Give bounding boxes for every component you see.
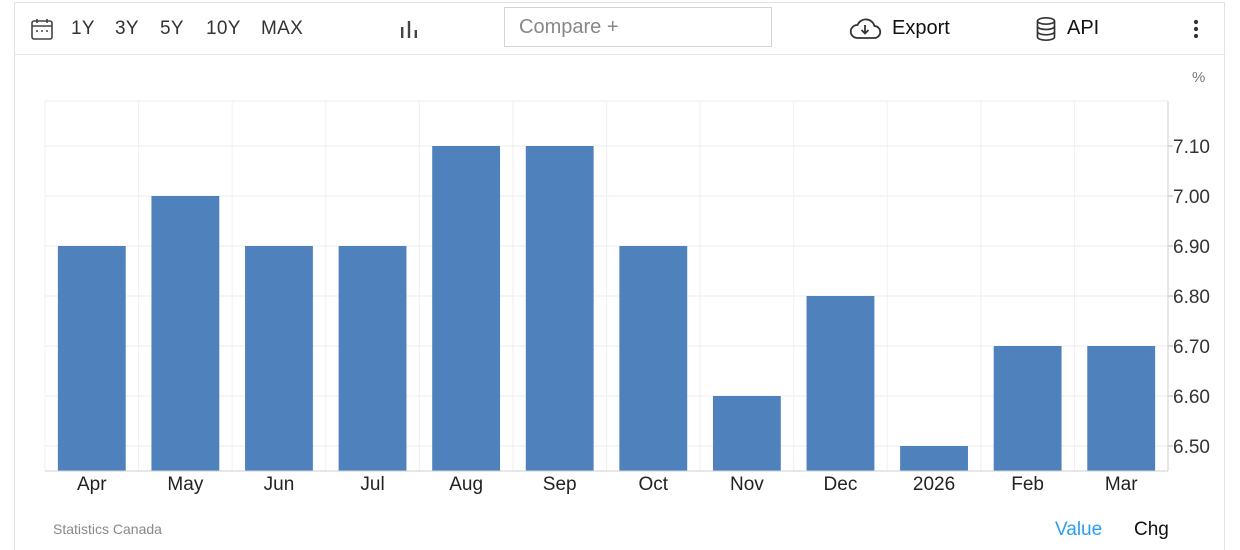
- x-tick-label: Jul: [360, 474, 384, 495]
- x-tick-label: Feb: [1011, 474, 1044, 495]
- source-label: Statistics Canada: [53, 521, 162, 537]
- x-tick-label: Nov: [730, 474, 764, 495]
- y-tick-label: 6.70: [1173, 337, 1210, 358]
- bar-dec: [806, 296, 875, 471]
- bar-mar: [1087, 346, 1156, 471]
- cloud-download-icon: [848, 17, 882, 41]
- x-tick-label: Apr: [77, 474, 107, 495]
- y-tick-label: 6.80: [1173, 287, 1210, 308]
- x-tick-label: Oct: [639, 474, 669, 495]
- bar-2026: [900, 446, 968, 471]
- chart-toolbar: 1Y 3Y 5Y 10Y MAX Export: [14, 2, 1225, 55]
- range-3y-button[interactable]: 3Y: [115, 17, 139, 39]
- y-tick-label: 7.00: [1173, 187, 1210, 208]
- y-tick-label: 7.10: [1173, 137, 1210, 158]
- compare-input[interactable]: [517, 14, 771, 40]
- bar-feb: [993, 346, 1062, 471]
- more-vertical-icon[interactable]: [1192, 2, 1200, 55]
- export-button[interactable]: Export: [848, 2, 950, 55]
- api-button[interactable]: API: [1035, 2, 1099, 55]
- y-tick-label: 6.60: [1173, 387, 1210, 408]
- range-10y-button[interactable]: 10Y: [206, 17, 241, 39]
- x-tick-label: May: [167, 474, 203, 495]
- y-tick-label: 6.50: [1173, 437, 1210, 458]
- bar-jun: [245, 246, 313, 471]
- x-tick-label: Aug: [449, 474, 483, 495]
- compare-box: [504, 7, 772, 47]
- bar-nov: [712, 396, 781, 471]
- range-1y-button[interactable]: 1Y: [71, 17, 95, 39]
- bar-chart-icon[interactable]: [398, 2, 420, 55]
- chart-frame: [14, 2, 1225, 550]
- chg-tab[interactable]: Chg: [1134, 519, 1169, 540]
- x-tick-label: Dec: [824, 474, 858, 495]
- unit-label: %: [1192, 69, 1205, 86]
- calendar-icon[interactable]: [30, 2, 54, 55]
- y-tick-label: 6.90: [1173, 237, 1210, 258]
- bar-oct: [619, 246, 688, 471]
- bar-aug: [432, 146, 501, 471]
- value-tab[interactable]: Value: [1055, 519, 1103, 540]
- x-tick-label: Mar: [1105, 474, 1138, 495]
- range-5y-button[interactable]: 5Y: [160, 17, 184, 39]
- api-label: API: [1067, 17, 1100, 39]
- bar-jul: [338, 246, 407, 471]
- bar-may: [151, 196, 220, 471]
- range-max-button[interactable]: MAX: [261, 17, 304, 39]
- database-icon: [1035, 16, 1057, 42]
- export-label: Export: [892, 17, 950, 39]
- x-tick-label: Jun: [264, 474, 295, 495]
- x-tick-label: Sep: [543, 474, 577, 495]
- x-tick-label: 2026: [913, 474, 955, 495]
- bar-sep: [525, 146, 594, 471]
- bar-apr: [57, 246, 126, 471]
